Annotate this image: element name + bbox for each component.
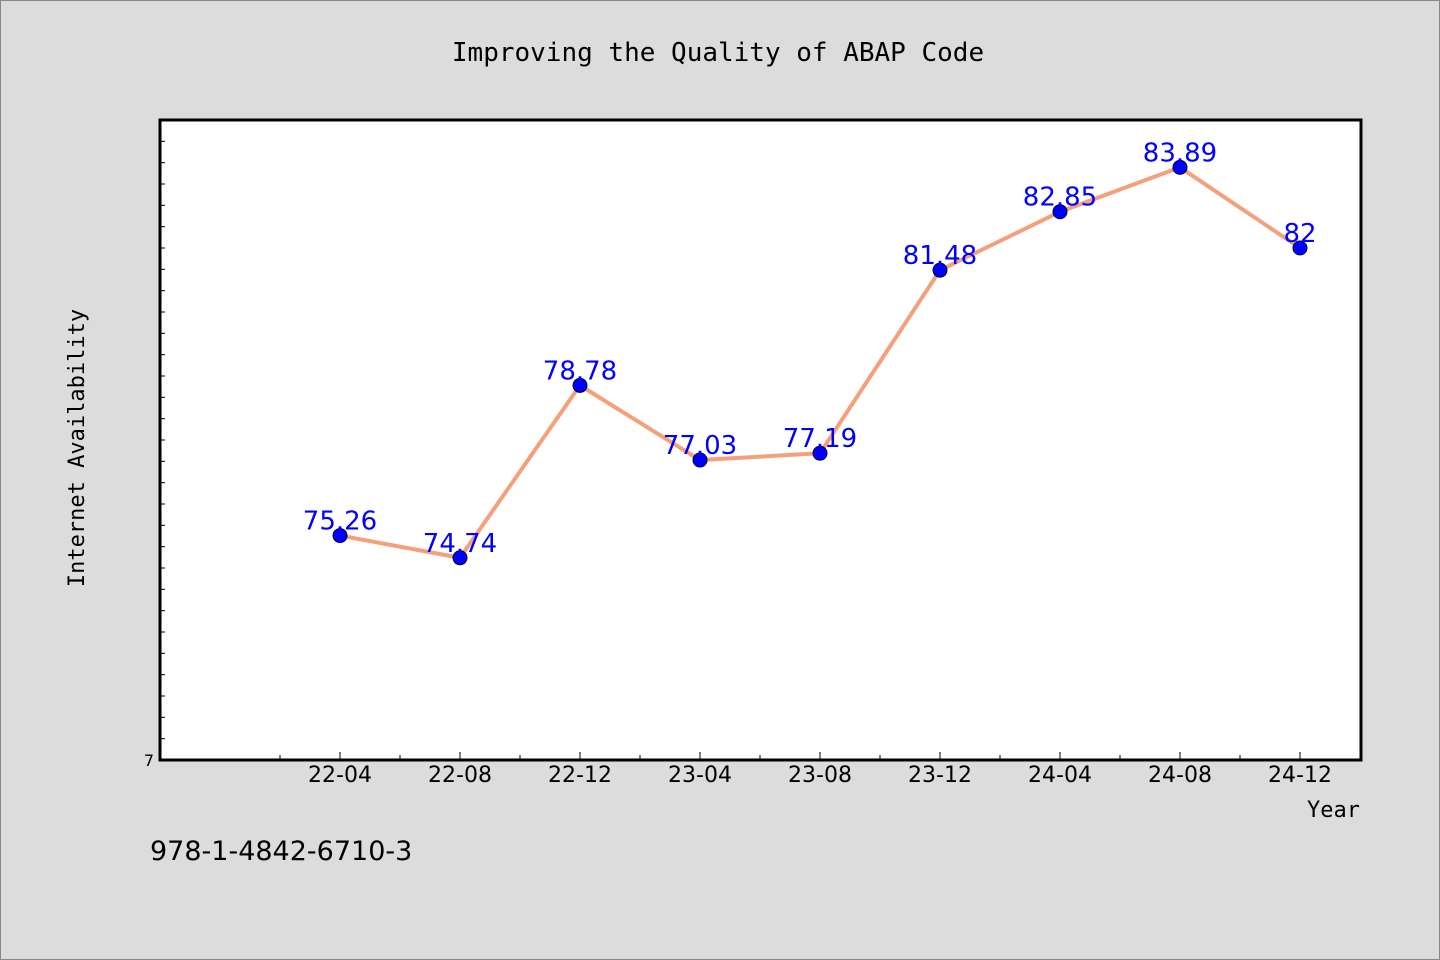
- x-tick-label: 24-08: [1148, 763, 1212, 788]
- data-label: 74.74: [423, 529, 497, 559]
- x-tick-label: 22-08: [428, 763, 492, 788]
- plot-area: [158, 118, 1363, 762]
- data-label: 77.19: [783, 424, 857, 454]
- isbn-footnote: 978-1-4842-6710-3: [150, 836, 413, 867]
- data-points: [332, 159, 1308, 566]
- data-point: [452, 550, 468, 566]
- data-label: 83.89: [1143, 138, 1217, 168]
- data-label: 82.85: [1023, 183, 1097, 213]
- data-label: 75.26: [303, 507, 377, 537]
- x-tick-label: 23-08: [788, 763, 852, 788]
- x-tick-label: 24-04: [1028, 763, 1092, 788]
- data-label: 81.48: [903, 241, 977, 271]
- data-point: [932, 262, 948, 278]
- data-point: [332, 528, 348, 544]
- y-axis-ticks: 7: [144, 140, 165, 770]
- y-axis-label: Internet Availability: [65, 309, 90, 587]
- data-point: [1052, 204, 1068, 220]
- data-point: [572, 377, 588, 393]
- data-point: [1292, 240, 1308, 256]
- data-labels: 75.26 74.74 78.78 77.03 77.19 81.48 82.85 83.89…: [303, 138, 1317, 558]
- data-label: 78.78: [543, 356, 617, 386]
- y-tick-label: 7: [144, 751, 154, 770]
- data-label: 77.03: [663, 431, 737, 461]
- data-point: [812, 445, 828, 461]
- x-tick-label: 23-04: [668, 763, 732, 788]
- chart-title: Improving the Quality of ABAP Code: [452, 38, 984, 68]
- x-tick-label: 22-12: [548, 763, 612, 788]
- x-axis-ticks: 22-04 22-08 22-12 23-04 23-08 23-12 24-04 24-08…: [279, 752, 1332, 788]
- x-tick-label: 22-04: [308, 763, 372, 788]
- x-tick-label: 24-12: [1268, 763, 1332, 788]
- data-label: 82: [1283, 219, 1316, 249]
- x-axis-label: Year: [1307, 798, 1360, 823]
- data-point: [692, 452, 708, 468]
- x-tick-label: 23-12: [908, 763, 972, 788]
- data-point: [1172, 159, 1188, 175]
